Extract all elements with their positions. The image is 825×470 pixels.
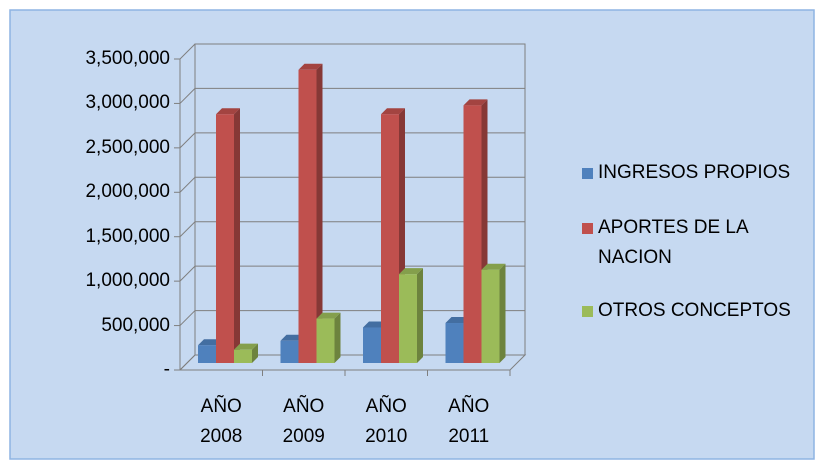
y-tick-label: 3,500,000	[85, 48, 170, 69]
bar-top	[234, 343, 258, 350]
bar-top	[481, 263, 506, 270]
bar	[216, 114, 234, 363]
bar-side	[316, 63, 323, 364]
y-tick-label: 1,500,000	[85, 225, 170, 247]
x-tick-label: AÑO 2011	[448, 396, 490, 447]
bar-side	[334, 312, 341, 363]
bar-top	[463, 99, 488, 106]
x-tick-label: AÑO 2008	[200, 396, 243, 447]
bar	[463, 105, 482, 364]
bar-side	[499, 263, 506, 363]
bar	[234, 349, 252, 363]
grid-line	[179, 87, 525, 104]
y-tick-label: -	[163, 359, 170, 380]
bar	[298, 69, 317, 364]
grid-line	[179, 43, 525, 60]
grid-line	[179, 132, 525, 149]
bar-side	[252, 343, 258, 363]
bar	[481, 269, 500, 363]
bar	[445, 323, 464, 363]
bar	[399, 274, 417, 363]
bar	[381, 114, 399, 363]
bar-top	[381, 108, 405, 115]
bar-top	[399, 268, 423, 275]
bar-side	[234, 108, 240, 363]
bar-top	[216, 108, 240, 115]
y-tick-label: 500,000	[101, 314, 170, 336]
chart-area	[9, 9, 815, 460]
bar-top	[316, 312, 341, 319]
bar	[280, 340, 299, 363]
legend-swatch	[582, 223, 593, 234]
y-tick-label: 1,000,000	[85, 270, 170, 292]
bar	[363, 327, 381, 363]
grid-line	[179, 176, 525, 193]
y-tick-label: 2,000,000	[85, 181, 170, 203]
legend-swatch	[582, 306, 593, 317]
bar	[316, 318, 335, 363]
y-tick-label: 2,500,000	[85, 136, 170, 158]
grid-line	[179, 265, 525, 282]
x-tick-label: AÑO 2010	[365, 396, 408, 447]
bar-side	[417, 268, 423, 363]
legend-label: INGRESOS PROPIOS	[598, 162, 791, 183]
x-tick-label: AÑO 2009	[282, 396, 325, 447]
legend-swatch	[582, 168, 593, 179]
bar	[198, 345, 216, 363]
grid-line	[179, 221, 525, 238]
legend-label: APORTES DE LA NACION	[598, 217, 748, 268]
bar-top	[298, 63, 323, 70]
legend-label: OTROS CONCEPTOS	[598, 300, 791, 321]
y-tick-label: 3,000,000	[85, 92, 170, 114]
